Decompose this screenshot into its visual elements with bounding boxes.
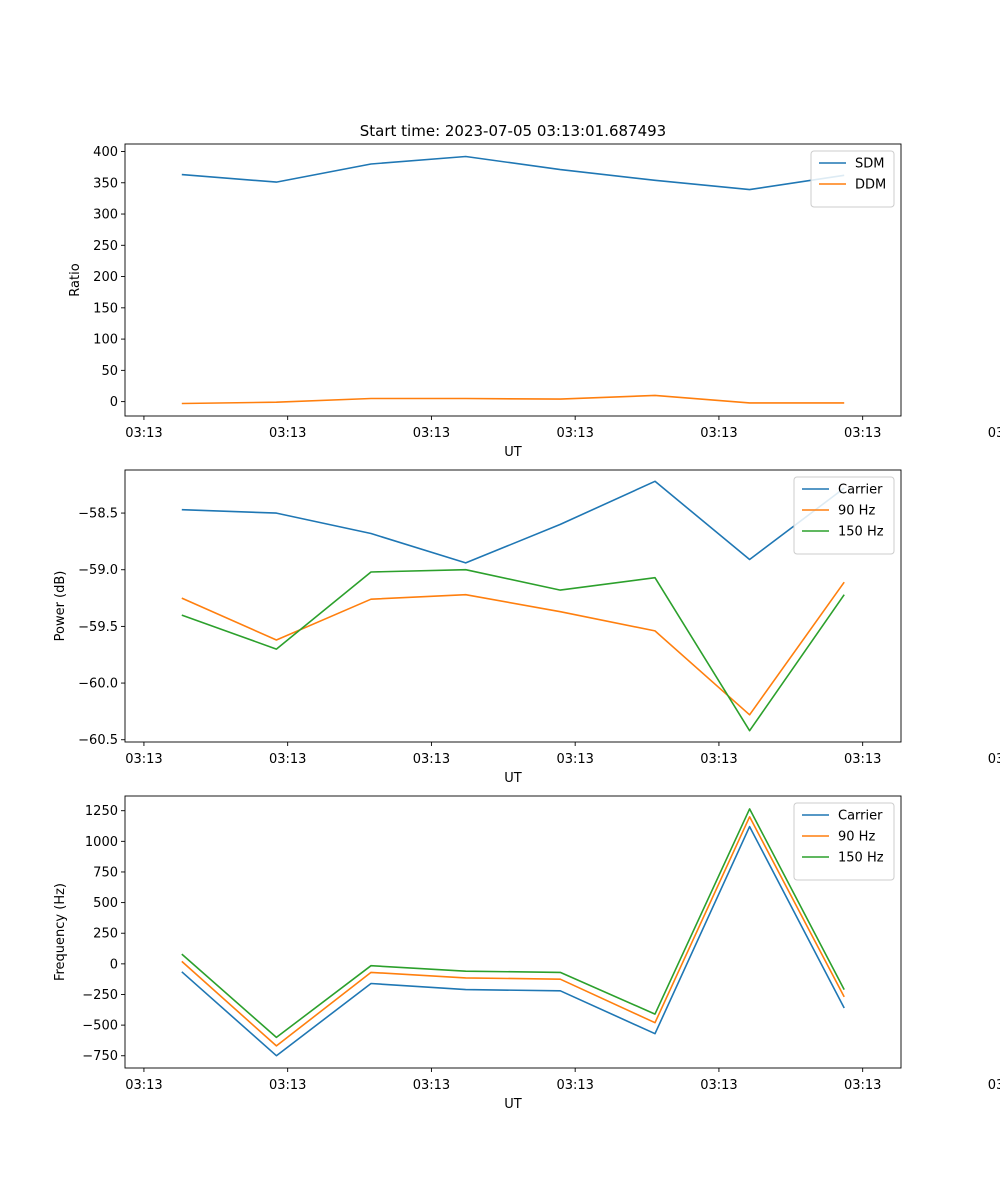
y-tick-label: 1000 — [85, 835, 118, 850]
legend-label: DDM — [855, 178, 886, 193]
x-tick-label: 03:13 — [125, 752, 162, 767]
x-tick-label: 03:13 — [700, 1078, 737, 1093]
y-tick-label: −500 — [82, 1019, 118, 1034]
x-tick-label: 03:13 — [844, 1078, 881, 1093]
legend-label: 150 Hz — [838, 851, 884, 866]
legend: Carrier 90 Hz 150 Hz — [793, 802, 895, 881]
legend: SDM DDM — [810, 150, 895, 208]
legend: Carrier 90 Hz 150 Hz — [793, 476, 895, 555]
series-line-carrier — [181, 480, 845, 564]
x-tick-label: 03:13 — [269, 1078, 306, 1093]
x-tick-label: 03:13 — [413, 752, 450, 767]
y-tick-label: 300 — [93, 208, 118, 223]
x-tick-label: 03:13 — [413, 426, 450, 441]
chart-1: 03:13 03:13 03:13 03:13 03:13 03:13 03:14 0 50 10… — [68, 143, 1000, 460]
x-axis-label: UT — [504, 1097, 522, 1112]
y-tick-label: 400 — [93, 145, 118, 160]
x-axis-label: UT — [504, 771, 522, 786]
y-axis-label: Power (dB) — [53, 571, 68, 642]
y-tick-label: −750 — [82, 1049, 118, 1064]
axes-frame — [124, 143, 902, 417]
y-tick-label: −58.5 — [78, 507, 118, 522]
chart-2: 03:13 03:13 03:13 03:13 03:13 03:13 03:14 −58.5… — [53, 469, 1000, 786]
y-tick-label: −59.0 — [78, 563, 118, 578]
y-tick-label: 250 — [93, 927, 118, 942]
y-tick-label: 500 — [93, 896, 118, 911]
legend-frame — [810, 150, 895, 208]
x-tick-label: 03:14 — [988, 752, 1000, 767]
legend-frame — [793, 802, 895, 881]
x-tick-label: 03:13 — [556, 426, 593, 441]
legend-label: Carrier — [838, 809, 883, 824]
legend-label: 90 Hz — [838, 504, 875, 519]
y-tick-label: 750 — [93, 865, 118, 880]
y-tick-label: 250 — [93, 239, 118, 254]
x-tick-label: 03:13 — [269, 426, 306, 441]
series-line-90-hz — [181, 815, 845, 1047]
series-line-carrier — [181, 825, 845, 1057]
legend-label: 150 Hz — [838, 525, 884, 540]
x-tick-label: 03:13 — [844, 752, 881, 767]
x-tick-label: 03:13 — [556, 752, 593, 767]
y-axis-label: Frequency (Hz) — [53, 883, 68, 981]
series-line-sdm — [181, 155, 845, 191]
series-line-ddm — [181, 394, 845, 405]
series-line-150-hz — [181, 568, 845, 732]
x-tick-label: 03:13 — [700, 752, 737, 767]
y-tick-label: 0 — [110, 395, 118, 410]
x-tick-label: 03:14 — [988, 426, 1000, 441]
x-tick-label: 03:13 — [125, 1078, 162, 1093]
series-line-150-hz — [181, 808, 845, 1039]
y-tick-label: −250 — [82, 988, 118, 1003]
series-line-90-hz — [181, 581, 845, 716]
y-tick-label: −60.5 — [78, 733, 118, 748]
y-tick-label: 0 — [110, 957, 118, 972]
y-axis-label: Ratio — [68, 263, 83, 296]
x-axis-label: UT — [504, 445, 522, 460]
figure-title: Start time: 2023-07-05 03:13:01.687493 — [360, 122, 666, 140]
y-tick-label: 50 — [101, 364, 118, 379]
y-tick-label: 200 — [93, 270, 118, 285]
legend-label: 90 Hz — [838, 830, 875, 845]
axes-frame — [124, 795, 902, 1069]
x-tick-label: 03:13 — [413, 1078, 450, 1093]
x-tick-label: 03:13 — [125, 426, 162, 441]
legend-frame — [793, 476, 895, 555]
y-tick-label: 350 — [93, 176, 118, 191]
y-tick-label: 100 — [93, 333, 118, 348]
y-tick-label: −60.0 — [78, 677, 118, 692]
legend-label: SDM — [855, 157, 884, 172]
x-tick-label: 03:13 — [844, 426, 881, 441]
axes-frame — [124, 469, 902, 743]
y-tick-label: −59.5 — [78, 620, 118, 635]
y-tick-label: 150 — [93, 301, 118, 316]
legend-label: Carrier — [838, 483, 883, 498]
chart-3: 03:13 03:13 03:13 03:13 03:13 03:13 03:14 1250 1… — [53, 795, 1000, 1112]
x-tick-label: 03:13 — [556, 1078, 593, 1093]
x-tick-label: 03:14 — [988, 1078, 1000, 1093]
x-tick-label: 03:13 — [269, 752, 306, 767]
x-tick-label: 03:13 — [700, 426, 737, 441]
y-tick-label: 1250 — [85, 804, 118, 819]
